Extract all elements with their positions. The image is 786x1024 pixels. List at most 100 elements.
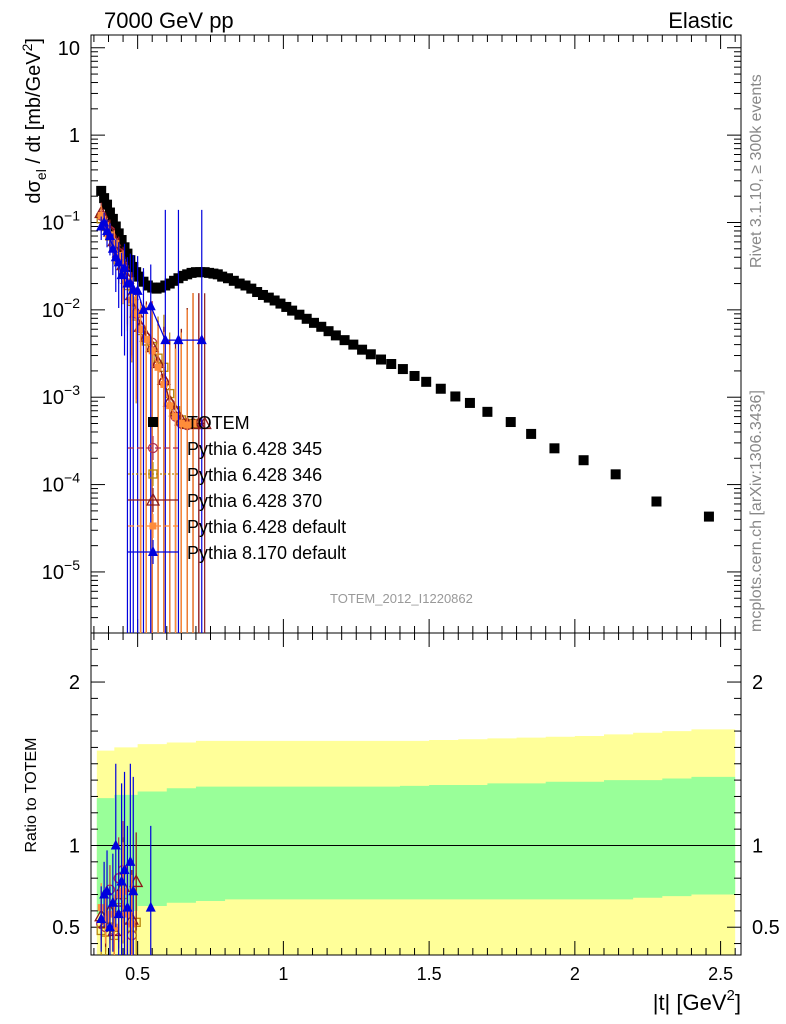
- data-point: [294, 309, 305, 320]
- data-point: [397, 364, 408, 375]
- data-point: [177, 420, 185, 428]
- y-tick-label: 10−4: [42, 470, 80, 497]
- header-left: 7000 GeV pp: [104, 8, 234, 33]
- data-point: [107, 242, 118, 253]
- data-point: [228, 275, 239, 286]
- data-point: [257, 289, 268, 300]
- data-point: [386, 358, 397, 369]
- data-point: [97, 212, 105, 220]
- y-tick-label: 10−3: [42, 382, 80, 409]
- y-tick-label: 10−5: [42, 557, 80, 584]
- data-point: [137, 325, 145, 333]
- data-point: [145, 300, 156, 311]
- data-point: [376, 354, 387, 365]
- data-point: [316, 321, 327, 332]
- data-point: [365, 349, 376, 360]
- data-point: [348, 339, 359, 350]
- y-tick-label: 10−2: [42, 295, 80, 322]
- legend-label: Pythia 6.428 345: [187, 439, 322, 459]
- y-tick-label: 10−1: [42, 207, 80, 234]
- ratio-point: [128, 885, 139, 896]
- data-point: [308, 317, 319, 328]
- data-point: [142, 335, 150, 343]
- data-point: [113, 256, 124, 267]
- legend-label: Pythia 6.428 346: [187, 465, 322, 485]
- x-tick-label: 2: [570, 964, 580, 984]
- legend-label: TOTEM: [187, 413, 250, 433]
- x-tick-label: 1.5: [417, 964, 442, 984]
- data-point: [240, 280, 251, 291]
- data-point: [222, 273, 233, 284]
- series-line: [100, 215, 194, 426]
- ratio-y-tick-label: 0.5: [52, 917, 80, 939]
- y-axis-title: dσel / dt [mb/GeV2]: [19, 38, 49, 204]
- data-point: [160, 380, 168, 388]
- data-point: [246, 283, 257, 294]
- x-tick-label: 1: [278, 964, 288, 984]
- data-point: [301, 313, 312, 324]
- legend-label: Pythia 6.428 default: [187, 517, 346, 537]
- ratio-y-tick-label: 2: [69, 672, 80, 694]
- data-point: [99, 193, 110, 204]
- ratio-series-p8default: [96, 763, 156, 955]
- data-point: [110, 221, 121, 232]
- ratio-point: [119, 887, 127, 895]
- data-point: [610, 469, 621, 480]
- data-point: [166, 402, 174, 410]
- data-point: [651, 496, 662, 507]
- data-point: [421, 376, 432, 387]
- legend-entry-p6default: Pythia 6.428 default: [128, 514, 346, 538]
- legend-marker: [145, 492, 161, 506]
- header-right: Elastic: [668, 8, 733, 33]
- legend-label: Pythia 8.170 default: [187, 543, 346, 563]
- legend-entry-p346: Pythia 6.428 346: [128, 462, 322, 486]
- data-point: [189, 420, 197, 428]
- data-point: [435, 383, 446, 394]
- data-point: [132, 284, 143, 295]
- data-point: [263, 292, 274, 303]
- data-point: [132, 310, 140, 318]
- data-point: [281, 301, 292, 312]
- legend-entry-p8default: Pythia 8.170 default: [128, 540, 346, 564]
- legend-label: Pythia 6.428 370: [187, 491, 322, 511]
- watermark: TOTEM_2012_I1220862: [330, 591, 473, 606]
- data-point: [110, 239, 118, 247]
- ratio-point: [110, 839, 121, 850]
- legend-marker: [148, 546, 158, 556]
- data-point: [119, 262, 130, 273]
- data-point: [128, 296, 136, 304]
- data-point: [549, 443, 560, 454]
- data-point: [183, 421, 191, 429]
- data-point: [482, 406, 493, 417]
- data-point: [234, 278, 245, 289]
- legend-marker: [148, 469, 158, 479]
- series-p8default: [96, 209, 207, 633]
- ratio-point: [128, 920, 136, 928]
- x-axis-title: |t| [GeV2]: [653, 987, 741, 1015]
- data-point: [217, 271, 228, 282]
- data-point: [269, 295, 280, 306]
- ratio-point: [110, 923, 118, 931]
- data-point: [464, 397, 475, 408]
- data-point: [252, 287, 263, 298]
- ratio-point: [102, 915, 110, 923]
- data-point: [409, 370, 420, 381]
- data-point: [505, 417, 516, 428]
- ratio-y-tick-label: 1: [69, 835, 80, 857]
- data-point: [196, 334, 207, 345]
- data-point: [450, 391, 461, 402]
- series-p6default: [97, 205, 197, 633]
- data-point: [99, 216, 110, 227]
- data-point: [323, 326, 334, 337]
- legend-marker: [147, 442, 159, 454]
- legend-marker: [148, 417, 158, 427]
- data-point: [526, 428, 537, 439]
- data-point: [134, 271, 145, 282]
- data-point: [116, 235, 127, 246]
- data-point: [703, 511, 714, 522]
- ratio-y-tick-label-right: 2: [752, 672, 763, 694]
- data-point: [107, 213, 118, 224]
- ratio-y-tick-label-right: 0.5: [752, 917, 780, 939]
- ratio-frame: [90, 632, 742, 956]
